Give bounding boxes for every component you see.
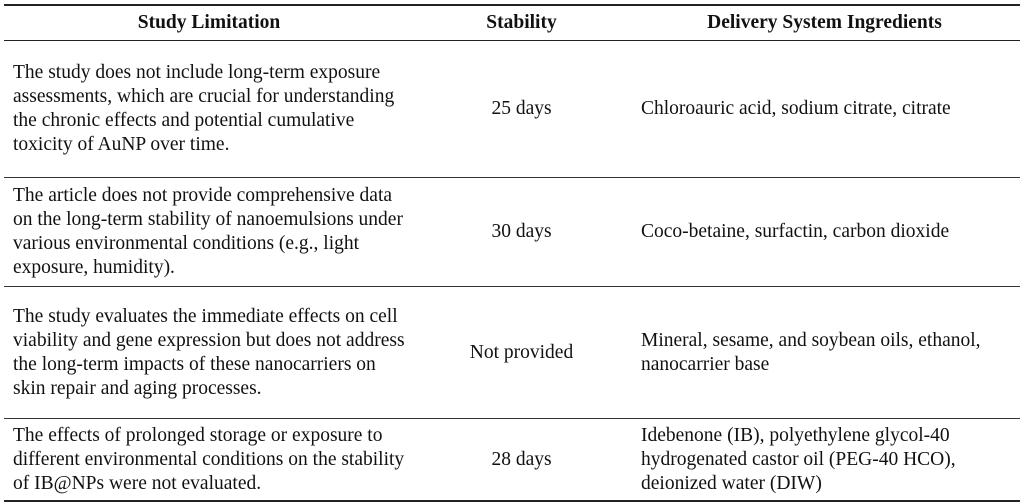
limitations-table-container: Study Limitation Stability Delivery Syst… [4, 4, 1020, 502]
cell-ingredients: Chloroauric acid, sodium citrate, citrat… [629, 40, 1020, 178]
cell-study-limitation: The study does not include long-term exp… [4, 40, 414, 178]
cell-study-limitation: The study evaluates the immediate effect… [4, 286, 414, 419]
table-header: Study Limitation Stability Delivery Syst… [4, 4, 1020, 41]
cell-ingredients: Idebenone (IB), polyethylene glycol-40 h… [629, 418, 1020, 502]
table-row: The study does not include long-term exp… [4, 40, 1020, 178]
cell-study-limitation: The effects of prolonged storage or expo… [4, 418, 414, 502]
header-delivery-system-ingredients: Delivery System Ingredients [629, 4, 1020, 41]
limitations-table: Study Limitation Stability Delivery Syst… [4, 4, 1020, 502]
header-stability: Stability [414, 4, 629, 41]
table-body: The study does not include long-term exp… [4, 40, 1020, 502]
header-row: Study Limitation Stability Delivery Syst… [4, 4, 1020, 41]
cell-stability: 28 days [414, 418, 629, 502]
table-row: The effects of prolonged storage or expo… [4, 418, 1020, 502]
table-row: The article does not provide comprehensi… [4, 177, 1020, 287]
header-study-limitation: Study Limitation [4, 4, 414, 41]
cell-study-limitation: The article does not provide comprehensi… [4, 177, 414, 287]
cell-stability: 25 days [414, 40, 629, 178]
cell-stability: 30 days [414, 177, 629, 287]
cell-ingredients: Mineral, sesame, and soybean oils, ethan… [629, 286, 1020, 419]
cell-ingredients: Coco-betaine, surfactin, carbon dioxide [629, 177, 1020, 287]
table-row: The study evaluates the immediate effect… [4, 286, 1020, 419]
cell-stability: Not provided [414, 286, 629, 419]
